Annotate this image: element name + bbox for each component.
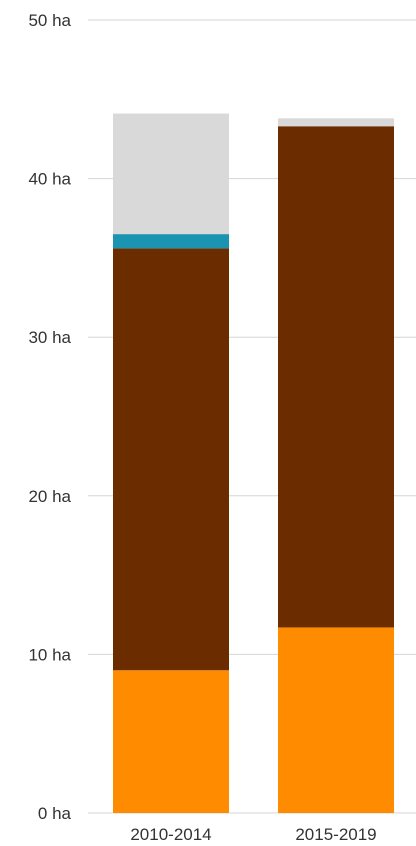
bars	[113, 113, 394, 813]
y-tick-label: 20 ha	[28, 487, 71, 506]
y-tick-label: 10 ha	[28, 645, 71, 664]
bar-segment	[113, 248, 229, 671]
y-tick-label: 50 ha	[28, 11, 71, 30]
bar-segment	[278, 118, 394, 127]
bar-segment	[278, 126, 394, 628]
y-tick-label: 30 ha	[28, 328, 71, 347]
x-category-label: 2010-2014	[130, 825, 211, 844]
x-axis: 2010-2014 2015-2019	[130, 825, 376, 844]
x-category-label: 2015-2019	[295, 825, 376, 844]
bar-segment	[113, 234, 229, 249]
y-tick-label: 40 ha	[28, 170, 71, 189]
bar-segment	[278, 627, 394, 813]
y-axis: 0 ha 10 ha 20 ha 30 ha 40 ha 50 ha	[28, 11, 71, 823]
y-tick-label: 0 ha	[38, 804, 72, 823]
bar-segment	[113, 670, 229, 813]
bar-segment	[113, 113, 229, 235]
